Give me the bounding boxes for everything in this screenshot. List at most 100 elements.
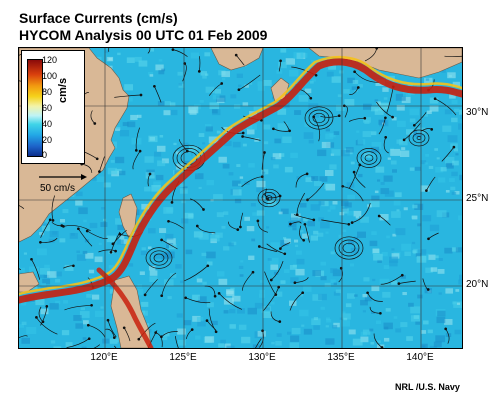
current-map <box>18 47 463 349</box>
lat-label-20n: 20°N <box>466 279 489 290</box>
streamline-head <box>112 336 116 339</box>
streamline-head <box>272 127 275 131</box>
streamline <box>270 311 280 322</box>
streamline-head <box>402 138 406 142</box>
streamline-head <box>217 292 221 295</box>
eddy-ring <box>145 247 173 269</box>
streamline-head <box>213 294 217 298</box>
streamline-head <box>356 86 360 89</box>
streamline-head <box>412 123 416 127</box>
streamline <box>257 220 268 233</box>
streamline <box>81 163 93 173</box>
streamline-head <box>397 282 401 285</box>
streamline-head <box>363 116 367 120</box>
streamline-head <box>85 229 89 233</box>
streamline-head <box>160 238 163 242</box>
streamline-head <box>171 48 175 51</box>
streamline <box>40 306 48 326</box>
eddy-ring <box>342 242 356 254</box>
eddy-ring <box>412 132 426 144</box>
colorbar-tick-60: 60 <box>42 103 53 113</box>
eddy-ring <box>338 239 360 257</box>
streamline-head <box>347 222 351 226</box>
streamline-head <box>236 228 240 231</box>
streamline-head <box>62 225 65 228</box>
lon-label-130e: 130°E <box>248 352 276 363</box>
streamline-head <box>427 237 430 241</box>
eddy-ring <box>356 148 382 168</box>
streamline <box>367 292 383 302</box>
streamline-head <box>35 316 38 319</box>
streamline <box>376 101 393 118</box>
streamline-head <box>384 116 387 120</box>
colorbar-tick-0: 0 <box>42 150 48 160</box>
kuroshio-current-core <box>19 58 462 304</box>
streamline <box>88 324 106 338</box>
credit-text: NRL /U.S. Navy <box>395 382 460 392</box>
streamline <box>19 335 28 339</box>
streamline-head <box>379 311 382 315</box>
eddy-ring <box>312 112 326 124</box>
streamline <box>321 219 349 225</box>
streamline <box>198 56 201 72</box>
colorbar-unit-label: cm/s <box>57 77 69 103</box>
streamline-head <box>122 326 126 330</box>
streamline <box>294 277 309 284</box>
streamline-head <box>384 135 388 139</box>
streamline <box>441 146 455 162</box>
streamline-head <box>433 97 437 101</box>
streamline <box>108 48 110 52</box>
streamline <box>161 331 178 337</box>
colorbar-tick-40: 40 <box>42 119 53 129</box>
streamline-head <box>39 240 42 244</box>
streamline <box>342 185 364 202</box>
streamline-head <box>190 328 194 331</box>
streamline-head <box>114 249 117 253</box>
streamline <box>228 221 238 230</box>
streamline-head <box>202 208 205 211</box>
streamline <box>51 195 55 221</box>
streamline-head <box>205 319 209 322</box>
streamline-head <box>160 294 164 298</box>
streamline-head <box>279 59 282 63</box>
streamline-head <box>279 247 282 250</box>
streamline-head <box>251 270 255 274</box>
streamline-head <box>77 227 80 231</box>
eddy-ring <box>257 188 281 208</box>
streamline-head <box>269 278 273 282</box>
kuroshio-current-edge <box>19 55 462 296</box>
streamline <box>414 112 427 126</box>
streamline-head <box>148 172 152 176</box>
colorbar-tick-100: 100 <box>42 71 58 81</box>
streamline-head <box>261 329 264 333</box>
streamline-head <box>45 305 49 308</box>
streamline <box>138 322 156 340</box>
lat-label-30n: 30°N <box>466 107 489 118</box>
streamline <box>338 268 343 283</box>
streamline-head <box>400 273 404 277</box>
streamline-head <box>134 149 138 152</box>
streamline-head <box>197 70 201 73</box>
streamline-head <box>214 330 218 334</box>
streamline <box>241 176 263 187</box>
streamline <box>426 176 436 191</box>
scale-vector-label: 50 cm/s <box>40 183 76 194</box>
streamline <box>386 86 394 114</box>
lon-label-140e: 140°E <box>406 352 434 363</box>
streamline-head <box>377 214 381 218</box>
streamline <box>105 328 115 338</box>
streamline-head <box>98 170 101 173</box>
streamline <box>444 55 462 57</box>
streamline-head <box>350 221 354 224</box>
streamline-head <box>72 264 75 268</box>
streamline-head <box>184 296 188 300</box>
streamline <box>349 87 359 95</box>
streamline <box>264 271 277 295</box>
streamline-head <box>305 172 309 176</box>
streamline <box>208 308 217 332</box>
streamline <box>352 203 371 223</box>
streamline <box>178 138 188 152</box>
streamline-head <box>289 222 292 226</box>
lat-label-25n: 25°N <box>466 193 489 204</box>
streamline <box>348 164 361 189</box>
